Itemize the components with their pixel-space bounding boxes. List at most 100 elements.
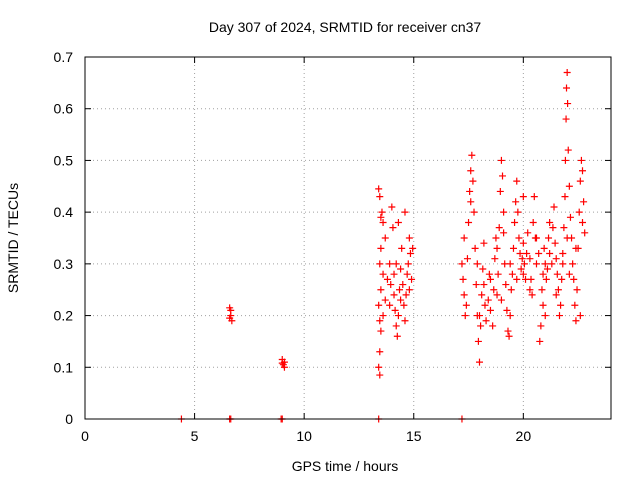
data-point xyxy=(563,234,571,242)
data-point xyxy=(559,260,567,268)
data-point xyxy=(478,291,486,299)
data-point xyxy=(529,218,537,226)
data-point xyxy=(491,255,499,263)
data-point xyxy=(513,275,521,283)
data-point xyxy=(508,270,516,278)
data-point xyxy=(506,312,514,320)
data-point xyxy=(397,296,405,304)
data-point xyxy=(572,244,580,252)
data-point xyxy=(402,291,410,299)
data-point xyxy=(553,270,561,278)
data-point xyxy=(397,265,405,273)
data-point xyxy=(538,286,546,294)
data-point xyxy=(554,286,562,294)
data-point xyxy=(499,172,507,180)
data-point xyxy=(500,229,508,237)
data-point xyxy=(518,255,526,263)
data-point xyxy=(467,198,475,206)
data-point xyxy=(479,265,487,273)
data-point xyxy=(526,286,534,294)
data-point xyxy=(392,260,400,268)
data-point xyxy=(376,348,384,356)
data-point xyxy=(409,244,417,252)
data-point xyxy=(480,239,488,247)
data-point xyxy=(406,250,414,258)
data-point xyxy=(473,260,481,268)
data-point xyxy=(490,286,498,294)
data-point xyxy=(390,270,398,278)
data-point xyxy=(493,244,501,252)
data-point xyxy=(482,317,490,325)
x-tick-label: 5 xyxy=(191,428,199,444)
data-point xyxy=(379,270,387,278)
data-point xyxy=(505,332,513,340)
data-point xyxy=(561,193,569,201)
data-point xyxy=(580,198,588,206)
data-point xyxy=(562,115,570,123)
data-point xyxy=(470,208,478,216)
data-point xyxy=(463,255,471,263)
data-point xyxy=(558,275,566,283)
data-point xyxy=(494,270,502,278)
data-point xyxy=(460,291,468,299)
data-point xyxy=(396,286,404,294)
data-point xyxy=(579,167,587,175)
data-point xyxy=(403,270,411,278)
data-point xyxy=(489,322,497,330)
data-point xyxy=(389,224,397,232)
y-tick-label: 0.7 xyxy=(54,49,74,65)
data-point xyxy=(503,306,511,314)
data-point xyxy=(387,281,395,289)
data-point xyxy=(462,301,470,309)
data-point xyxy=(552,291,560,299)
data-point xyxy=(519,270,527,278)
data-point xyxy=(381,296,389,304)
data-point xyxy=(468,151,476,159)
data-point xyxy=(539,270,547,278)
data-point xyxy=(377,213,385,221)
data-point xyxy=(227,312,235,320)
data-point xyxy=(383,275,391,283)
data-point xyxy=(480,281,488,289)
data-point xyxy=(576,177,584,185)
data-point xyxy=(581,229,589,237)
data-point xyxy=(579,218,587,226)
data-point xyxy=(560,224,568,232)
data-point xyxy=(472,281,480,289)
y-tick-label: 0.5 xyxy=(54,152,74,168)
data-point xyxy=(545,234,553,242)
data-point xyxy=(375,185,383,193)
data-point xyxy=(546,250,554,258)
data-point xyxy=(512,198,520,206)
data-point xyxy=(550,203,558,211)
data-point xyxy=(477,322,485,330)
data-point xyxy=(513,177,521,185)
x-tick-label: 20 xyxy=(516,428,532,444)
data-point xyxy=(519,193,527,201)
data-point xyxy=(507,286,515,294)
data-point xyxy=(484,296,492,304)
data-point xyxy=(502,281,510,289)
data-point xyxy=(405,234,413,242)
data-point xyxy=(536,337,544,345)
data-point xyxy=(514,208,522,216)
data-point xyxy=(467,167,475,175)
data-point xyxy=(563,84,571,92)
data-point xyxy=(466,187,474,195)
data-point xyxy=(564,146,572,154)
data-point xyxy=(481,301,489,309)
data-point xyxy=(388,203,396,211)
data-point xyxy=(460,234,468,242)
axis-ticks: 0 5 10 15 20 0 0.1 0.2 0.3 0.4 0.5 0.6 0.7 xyxy=(54,49,611,444)
data-point xyxy=(377,286,385,294)
data-point xyxy=(577,156,585,164)
data-point xyxy=(471,244,479,252)
data-point xyxy=(576,312,584,320)
data-point xyxy=(497,156,505,164)
data-point xyxy=(401,317,409,325)
data-point xyxy=(376,193,384,201)
data-point xyxy=(524,229,532,237)
data-point xyxy=(459,275,467,283)
data-point xyxy=(559,250,567,258)
data-point xyxy=(557,301,565,309)
